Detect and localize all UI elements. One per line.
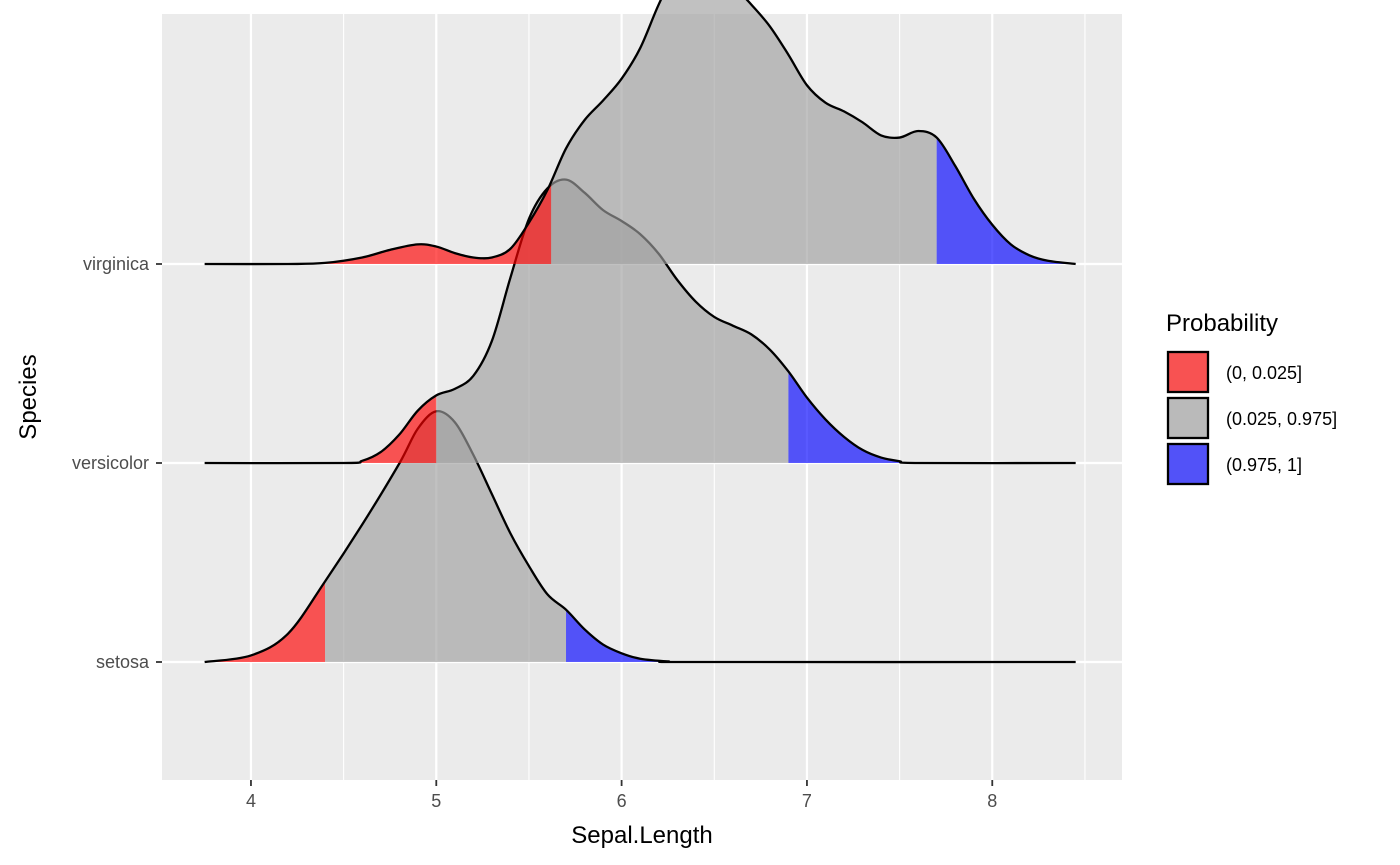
ridge-fill-setosa-lower — [204, 581, 326, 662]
legend-swatch — [1166, 442, 1210, 486]
ridge-virginica — [204, 0, 1076, 266]
legend: Probability (0, 0.025] (0.025, 0.975] (0.9… — [1166, 310, 1337, 486]
legend-title: Probability — [1166, 310, 1278, 337]
legend-swatch — [1166, 396, 1210, 440]
legend-label: (0, 0.025] — [1226, 363, 1302, 383]
density-ridges — [204, 0, 1076, 664]
legend-label: (0.975, 1] — [1226, 455, 1302, 475]
ridge-fill-virginica-upper — [936, 137, 1076, 264]
x-tick-label: 8 — [987, 791, 997, 811]
ridge-fill-virginica-middle — [551, 0, 937, 264]
y-tick-label-versicolor: versicolor — [72, 453, 149, 473]
x-tick-label: 7 — [802, 791, 812, 811]
ridge-fill-setosa-middle — [325, 411, 567, 662]
ridge-fill-virginica-lower — [204, 181, 552, 265]
x-axis: 4 5 6 7 8 — [246, 780, 997, 811]
y-tick-label-setosa: setosa — [96, 652, 150, 672]
ridge-fill-versicolor-lower — [204, 395, 437, 464]
y-axis-title: Species — [15, 354, 42, 439]
x-axis-title: Sepal.Length — [571, 822, 712, 849]
x-tick-label: 6 — [617, 791, 627, 811]
ridge-setosa — [204, 410, 1076, 664]
legend-label: (0.025, 0.975] — [1226, 409, 1337, 429]
y-tick-label-virginica: virginica — [83, 254, 150, 274]
ridge-fill-versicolor-upper — [788, 371, 1076, 464]
legend-swatch — [1166, 350, 1210, 394]
x-tick-label: 5 — [431, 791, 441, 811]
x-tick-label: 4 — [246, 791, 256, 811]
ridge-outline-setosa — [204, 410, 1076, 664]
y-axis: setosa versicolor virginica — [72, 254, 162, 672]
ridge-fill-setosa-upper — [566, 609, 1076, 663]
ridge-outline-virginica — [204, 0, 1076, 266]
